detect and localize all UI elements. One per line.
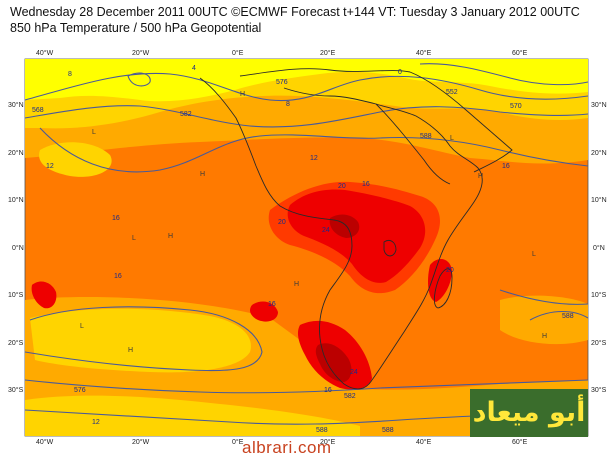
map-subtitle: 850 hPa Temperature / 500 hPa Geopotenti… bbox=[10, 21, 262, 35]
lat-label-right: 20°N bbox=[591, 150, 607, 157]
lon-label-bottom: 20°E bbox=[320, 439, 336, 446]
coastline-africa-west bbox=[199, 77, 373, 390]
geopotential-line bbox=[24, 105, 589, 128]
lon-label-bottom: 40°E bbox=[416, 439, 432, 446]
contour-label: 8 bbox=[68, 71, 72, 78]
lon-label-top: 20°W bbox=[132, 50, 150, 57]
high-pressure-marker: H bbox=[200, 171, 205, 178]
low-pressure-marker: L bbox=[80, 323, 84, 330]
geopotential-line bbox=[24, 306, 263, 372]
high-pressure-marker: H bbox=[240, 91, 245, 98]
map-title: Wednesday 28 December 2011 00UTC ©ECMWF … bbox=[10, 5, 580, 19]
contour-label: 20 bbox=[338, 183, 346, 190]
geopotential-line bbox=[39, 127, 589, 173]
high-pressure-marker: H bbox=[168, 233, 173, 240]
contour-label: 16 bbox=[324, 387, 332, 394]
lon-label-top: 60°E bbox=[512, 50, 528, 57]
lat-label-left: 30°N bbox=[8, 102, 24, 109]
lat-label-right: 20°S bbox=[591, 340, 607, 347]
temp-zone-mild-east bbox=[500, 295, 588, 345]
coastline-madagascar bbox=[433, 268, 453, 309]
temp-zone-cool-patch bbox=[39, 142, 112, 177]
geopotential-line bbox=[419, 63, 589, 86]
high-pressure-marker: H bbox=[478, 173, 483, 180]
contour-label: 552 bbox=[446, 89, 458, 96]
contour-label: 24 bbox=[350, 369, 358, 376]
temp-zone-hot-angola bbox=[250, 301, 278, 322]
lat-label-left: 0°N bbox=[12, 245, 24, 252]
site-logo: أبو ميعاد bbox=[470, 389, 588, 437]
temp-zone-cool-south bbox=[30, 308, 251, 373]
temp-zone-extreme-kalahari bbox=[315, 343, 352, 382]
contour-label: 570 bbox=[510, 103, 522, 110]
temp-zone-very-hot-central-africa bbox=[287, 189, 426, 283]
contour-label: 576 bbox=[74, 387, 86, 394]
lat-label-left: 10°S bbox=[8, 292, 24, 299]
lat-label-right: 30°S bbox=[591, 387, 607, 394]
temp-zone-cold-north bbox=[25, 59, 588, 102]
contour-label: 16 bbox=[114, 273, 122, 280]
coastline-arabia bbox=[409, 71, 513, 173]
contour-label: 12 bbox=[310, 155, 318, 162]
lat-label-left: 10°N bbox=[8, 197, 24, 204]
contour-label: 20 bbox=[446, 267, 454, 274]
contour-label: 588 bbox=[382, 427, 394, 434]
low-pressure-marker: L bbox=[132, 235, 136, 242]
contour-label: 0 bbox=[398, 69, 402, 76]
contour-label: 576 bbox=[276, 79, 288, 86]
coastline-africa-east bbox=[283, 87, 483, 381]
high-pressure-marker: H bbox=[128, 347, 133, 354]
low-pressure-marker: L bbox=[532, 251, 536, 258]
lon-label-top: 40°W bbox=[36, 50, 54, 57]
lat-label-right: 0°N bbox=[593, 245, 605, 252]
temp-zone-hot-madagascar bbox=[428, 258, 452, 302]
lon-label-top: 40°E bbox=[416, 50, 432, 57]
temp-zone-hot-atlantic-west bbox=[31, 281, 57, 309]
geopotential-line bbox=[127, 72, 151, 87]
contour-label: 8 bbox=[286, 101, 290, 108]
high-pressure-marker: H bbox=[294, 281, 299, 288]
contour-label: 16 bbox=[362, 181, 370, 188]
watermark: albrari.com bbox=[242, 438, 332, 457]
lon-label-bottom: 60°E bbox=[512, 439, 528, 446]
contour-label: 4 bbox=[192, 65, 196, 72]
lat-label-left: 20°S bbox=[8, 340, 24, 347]
lat-label-right: 10°N bbox=[591, 197, 607, 204]
lon-label-bottom: 40°W bbox=[36, 439, 54, 446]
contour-label: 588 bbox=[316, 427, 328, 434]
contour-label: 20 bbox=[278, 219, 286, 226]
lat-label-left: 30°S bbox=[8, 387, 24, 394]
geopotential-line bbox=[499, 289, 589, 305]
lat-label-right: 30°N bbox=[591, 102, 607, 109]
low-pressure-marker: L bbox=[92, 129, 96, 136]
contour-label: 582 bbox=[344, 393, 356, 400]
high-pressure-marker: H bbox=[542, 333, 547, 340]
contour-label: 582 bbox=[180, 111, 192, 118]
geopotential-line bbox=[24, 379, 589, 394]
contour-label: 12 bbox=[46, 163, 54, 170]
contour-label: 588 bbox=[562, 313, 574, 320]
coastline-lake bbox=[383, 239, 397, 257]
contour-label: 16 bbox=[112, 215, 120, 222]
lon-label-top: 0°E bbox=[232, 50, 244, 57]
contour-label: 24 bbox=[322, 227, 330, 234]
low-pressure-marker: L bbox=[450, 135, 454, 142]
lon-label-bottom: 20°W bbox=[132, 439, 150, 446]
lon-label-bottom: 0°E bbox=[232, 439, 244, 446]
lat-label-left: 20°N bbox=[8, 150, 24, 157]
contour-label: 568 bbox=[32, 107, 44, 114]
lon-label-top: 20°E bbox=[320, 50, 336, 57]
contour-label: 16 bbox=[502, 163, 510, 170]
coastline-mediterranean bbox=[239, 68, 411, 77]
geopotential-line bbox=[529, 310, 589, 321]
contour-label: 588 bbox=[420, 133, 432, 140]
contour-label: 12 bbox=[92, 419, 100, 426]
contour-label: 16 bbox=[268, 301, 276, 308]
lat-label-right: 10°S bbox=[591, 292, 607, 299]
temp-zone-cool-southern bbox=[25, 395, 360, 436]
coastline-red-sea bbox=[375, 103, 451, 185]
